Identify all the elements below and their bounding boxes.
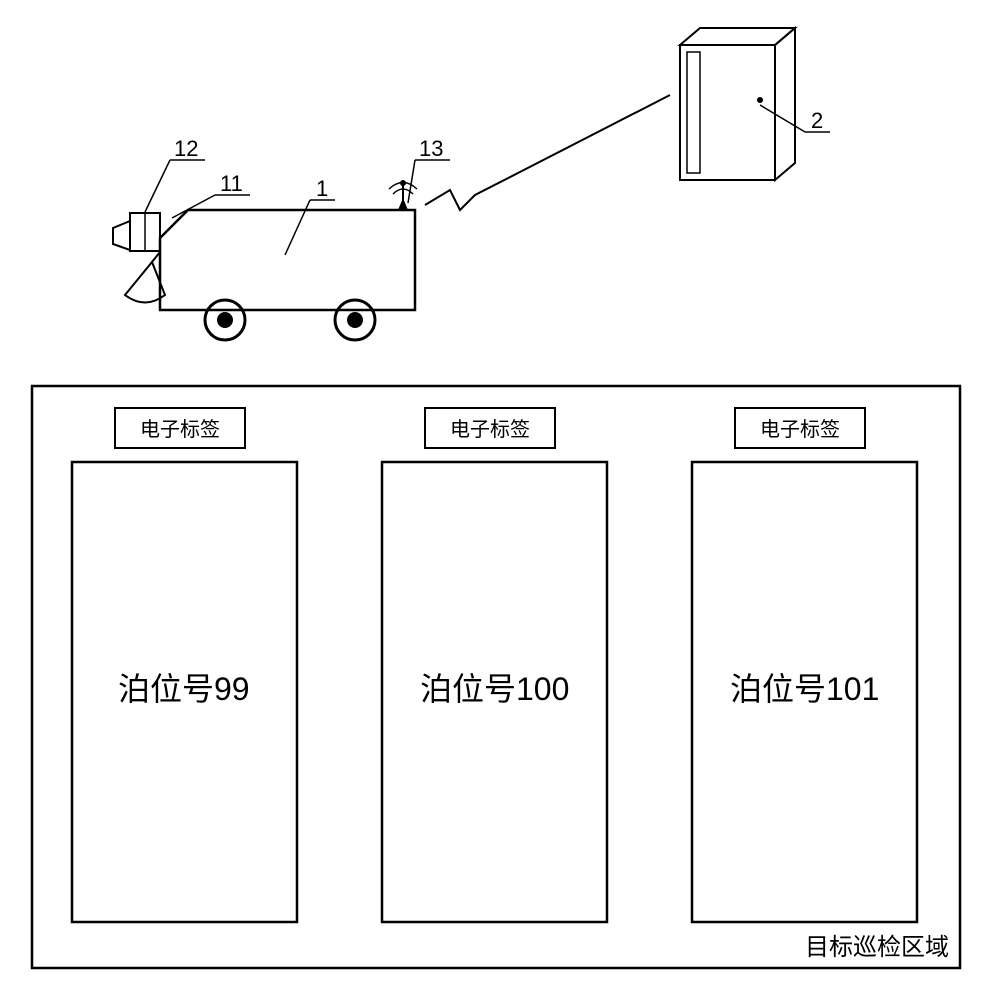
berth-label-2: 泊位号100 (420, 671, 569, 707)
server-front (680, 45, 775, 180)
server-icon (680, 28, 795, 180)
label-12-text: 12 (174, 136, 198, 161)
server-side (775, 28, 795, 180)
region-label: 目标巡检区域 (805, 934, 949, 961)
diagram-container: 2 1 12 11 13 电子标签 泊 (0, 0, 992, 1000)
antenna-base (398, 198, 408, 210)
leader-2 (760, 105, 805, 132)
label-11-text: 11 (220, 171, 243, 196)
wheel-1-inner (217, 312, 233, 328)
vehicle-icon (113, 180, 417, 340)
berth-label-3: 泊位号101 (730, 671, 879, 707)
vehicle-body (160, 210, 415, 310)
tag-label-2: 电子标签 (450, 418, 530, 441)
tag-label-1: 电子标签 (140, 418, 220, 441)
label-2-text: 2 (811, 108, 823, 133)
label-13-text: 13 (419, 136, 443, 161)
wireless-signal-icon (425, 95, 670, 210)
server-button (757, 97, 763, 103)
tag-label-3: 电子标签 (760, 418, 840, 441)
leader-1 (285, 200, 310, 255)
wheel-2-inner (347, 312, 363, 328)
leader-11 (172, 195, 215, 218)
schematic-svg: 2 1 12 11 13 电子标签 泊 (0, 0, 992, 1000)
leader-13 (408, 160, 415, 203)
leader-12 (145, 160, 170, 212)
label-1-text: 1 (316, 176, 328, 201)
berth-label-1: 泊位号99 (118, 671, 250, 707)
server-stripe (687, 52, 700, 173)
camera-lens (113, 221, 130, 250)
